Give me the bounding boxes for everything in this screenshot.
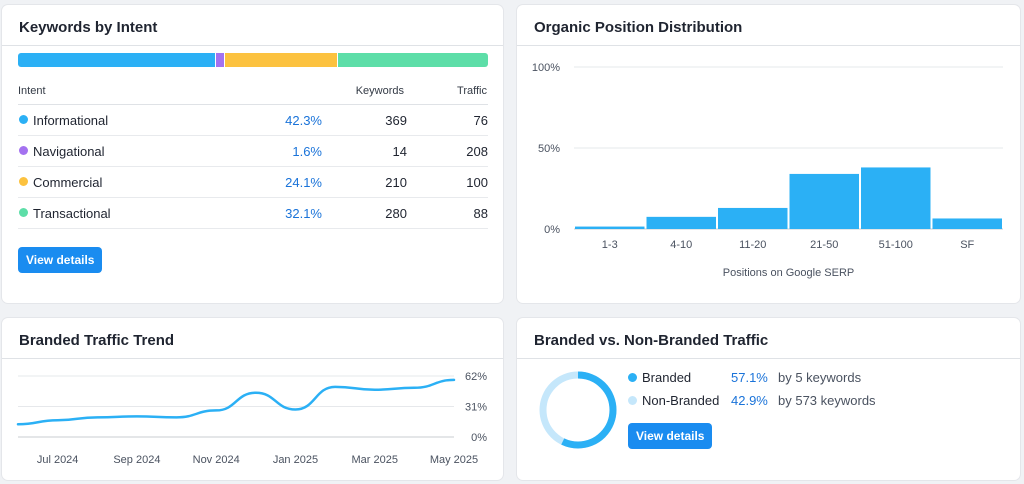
nonbranded-label: Non-Branded [642, 393, 720, 408]
divider [517, 45, 1020, 46]
x-tick-label: Sep 2024 [113, 454, 160, 466]
x-tick-label: 51-100 [879, 239, 913, 251]
position-bar-51-100[interactable] [861, 167, 931, 229]
branded-traffic-trend-card: Branded Traffic Trend 62% 31% 0% Jul 2024 Se… [2, 318, 503, 480]
intent-view-details-button[interactable]: View details [18, 247, 103, 273]
x-axis-label: Positions on Google SERP [723, 267, 854, 279]
y-tick-label: 62% [465, 371, 487, 383]
bvn-card-title: Branded vs. Non-Branded Traffic [534, 332, 769, 349]
intent-traffic: 76 [473, 113, 488, 128]
transactional-dot-icon [19, 208, 28, 217]
intent-name: Commercial [33, 175, 103, 190]
nonbranded-percent-link[interactable]: 42.9% [731, 393, 768, 408]
nonbranded-detail: by 573 keywords [778, 393, 876, 408]
intent-name: Transactional [33, 206, 111, 221]
intent-percent-link[interactable]: 24.1% [285, 175, 322, 190]
divider [2, 45, 503, 46]
keywords-by-intent-card: Keywords by Intent Intent Keywords Traff… [2, 5, 503, 303]
intent-name: Informational [33, 113, 109, 128]
x-tick-label: 4-10 [670, 239, 692, 251]
x-tick-label: May 2025 [430, 454, 478, 466]
intent-row-navigational: Navigational 1.6% 14 208 [18, 136, 488, 167]
x-tick-label: Mar 2025 [351, 454, 397, 466]
nonbranded-dot-icon [628, 396, 637, 405]
x-tick-label: 1-3 [602, 239, 618, 251]
branded-detail: by 5 keywords [778, 370, 862, 385]
bvn-view-details-button[interactable]: View details [628, 423, 713, 449]
intent-traffic: 208 [466, 144, 488, 159]
intent-percent-link[interactable]: 42.3% [285, 113, 322, 128]
position-bar-4-10[interactable] [646, 216, 717, 229]
intent-row-commercial: Commercial 24.1% 210 100 [18, 167, 488, 198]
keywords-column-header: Keywords [355, 85, 404, 97]
organic-position-card: Organic Position Distribution 100% 50% 0% 1… [517, 5, 1020, 303]
y-tick-label: 100% [532, 62, 560, 74]
intent-percent-link[interactable]: 32.1% [285, 206, 322, 221]
y-tick-label: 31% [465, 402, 487, 414]
x-tick-label: Jul 2024 [37, 454, 79, 466]
branded-label: Branded [642, 370, 692, 385]
intent-percent-link[interactable]: 1.6% [292, 144, 322, 159]
position-bar-1-3[interactable] [575, 226, 645, 229]
x-tick-label: Jan 2025 [273, 454, 318, 466]
branded-traffic-line[interactable] [16, 378, 456, 426]
intent-keywords: 210 [385, 175, 407, 190]
branded-vs-nonbranded-card: Branded vs. Non-Branded Traffic Branded … [517, 318, 1020, 480]
y-tick-label: 0% [471, 432, 487, 444]
commercial-dot-icon [19, 177, 28, 186]
intent-keywords: 14 [392, 144, 407, 159]
intent-row-informational: Informational 42.3% 369 76 [18, 105, 488, 136]
intent-column-header: Intent [18, 85, 46, 97]
divider [18, 104, 488, 105]
branded-percent-link[interactable]: 57.1% [731, 370, 768, 385]
x-tick-label: 21-50 [810, 239, 838, 251]
intent-row-transactional: Transactional 32.1% 280 88 [18, 198, 488, 229]
divider [2, 358, 503, 359]
divider [517, 358, 1020, 359]
intent-bar-segment-informational[interactable] [18, 53, 216, 67]
branded-donut-chart [539, 371, 617, 449]
organic-position-chart: 100% 50% 0% 1-3 4-10 11-20 21-50 51-100 SF Positi… [532, 62, 1003, 279]
intent-bar-segment-navigational[interactable] [216, 53, 225, 67]
informational-dot-icon [19, 115, 28, 124]
intent-stacked-bar [18, 53, 488, 67]
intent-card-title: Keywords by Intent [19, 19, 158, 36]
navigational-dot-icon [19, 146, 28, 155]
intent-traffic: 88 [473, 206, 488, 221]
x-tick-label: Nov 2024 [193, 454, 240, 466]
branded-dot-icon [628, 373, 637, 382]
branded-traffic-trend-chart: 62% 31% 0% Jul 2024 Sep 2024 Nov 2024 Jan 2025… [16, 371, 487, 466]
y-tick-label: 0% [544, 224, 560, 236]
x-tick-label: SF [960, 239, 974, 251]
intent-name: Navigational [33, 144, 105, 159]
intent-keywords: 280 [385, 206, 407, 221]
trend-card-title: Branded Traffic Trend [19, 332, 175, 349]
intent-bar-segment-commercial[interactable] [225, 53, 338, 67]
position-bar-SF[interactable] [932, 218, 1003, 229]
intent-traffic: 100 [466, 175, 488, 190]
intent-keywords: 369 [385, 113, 407, 128]
position-bar-21-50[interactable] [789, 173, 860, 229]
x-tick-label: 11-20 [739, 239, 766, 251]
intent-bar-segment-transactional[interactable] [338, 53, 488, 67]
position-bar-11-20[interactable] [718, 207, 788, 229]
donut-branded-arc[interactable] [539, 371, 617, 449]
organic-card-title: Organic Position Distribution [534, 19, 743, 36]
traffic-column-header: Traffic [457, 85, 487, 97]
y-tick-label: 50% [538, 143, 560, 155]
